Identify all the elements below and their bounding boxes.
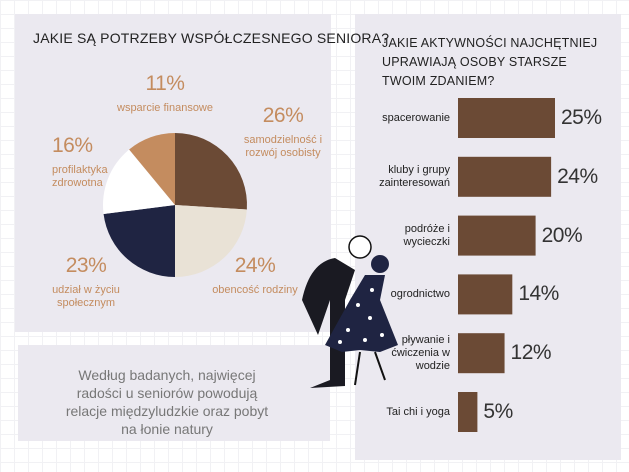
pie-slice xyxy=(129,133,175,205)
head xyxy=(371,255,389,273)
bar-category-label: ogrodnictwo xyxy=(390,287,450,300)
bar xyxy=(458,274,513,315)
bar xyxy=(458,98,555,138)
bar-title: JAKIE AKTYWNOŚCI NAJCHĘTNIEJ UPRAWIAJĄ O… xyxy=(382,36,598,88)
bar-value-label: 14% xyxy=(518,282,559,306)
bar-value-label: 24% xyxy=(557,164,598,188)
pie-category-label: wsparcie finansowe xyxy=(117,102,213,114)
dots xyxy=(338,288,384,344)
pie-slice xyxy=(175,205,247,277)
bar-value-label: 5% xyxy=(483,400,513,423)
bar xyxy=(458,392,478,432)
pie-title: JAKIE SĄ POTRZEBY WSPÓŁCZESNEGO SENIORA? xyxy=(33,30,390,46)
bar-value-label: 25% xyxy=(561,106,602,129)
pie-category-label: samodzielność i rozwój osobisty xyxy=(243,134,323,159)
note-panel xyxy=(18,345,330,441)
woman xyxy=(325,275,398,352)
bar-value-label: 20% xyxy=(541,223,583,247)
bar-category-label: Tai chi i yoga xyxy=(386,405,450,418)
note-text: Według badanych, najwięcej radości u sen… xyxy=(65,367,269,437)
pie-slice xyxy=(103,149,175,215)
pie-value-label: 11% xyxy=(145,72,185,95)
pie-slice xyxy=(103,205,175,277)
pie-value-label: 23% xyxy=(65,254,107,277)
man xyxy=(302,258,355,388)
pie-category-label: udział w życiu społecznym xyxy=(52,284,120,309)
pie-value-label: 26% xyxy=(262,104,304,127)
pie-slice xyxy=(175,133,247,210)
bar xyxy=(458,333,505,374)
illustration xyxy=(302,235,398,388)
pie-category-label: obencość rodziny xyxy=(212,284,298,296)
bar-value-label: 12% xyxy=(510,341,552,365)
head xyxy=(348,235,372,259)
bar-category-label: kluby i grupy zainteresowań xyxy=(379,163,450,189)
bar xyxy=(458,215,536,256)
pie-value-label: 24% xyxy=(234,254,276,277)
pie-category-label: profilaktyka zdrowotna xyxy=(52,164,108,189)
pie-value-label: 16% xyxy=(52,134,93,157)
bar-category-label: spacerowanie xyxy=(382,111,450,124)
bar xyxy=(458,156,552,197)
bar-category-label: podróże i wycieczki xyxy=(403,222,450,248)
bar-category-label: pływanie i ćwiczenia w wodzie xyxy=(391,333,450,372)
legs xyxy=(354,351,386,386)
